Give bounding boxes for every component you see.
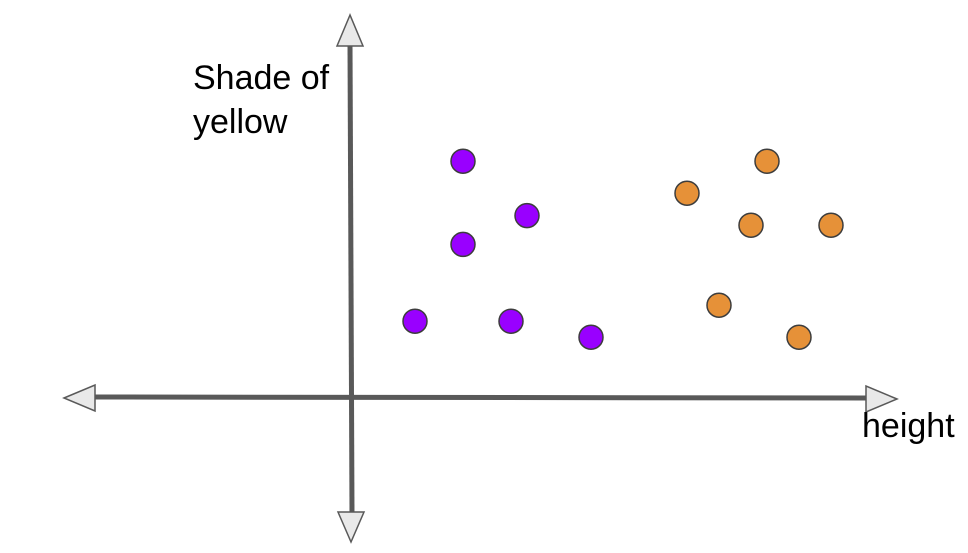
x-axis-line <box>92 394 869 401</box>
data-point <box>402 308 428 334</box>
vertical-axis <box>335 13 366 544</box>
data-point <box>706 292 732 318</box>
data-point <box>578 324 604 350</box>
data-points <box>402 148 844 350</box>
x-axis-right-arrowhead <box>865 384 899 414</box>
data-point <box>818 212 844 238</box>
data-point <box>674 180 700 206</box>
y-axis-top-arrowhead <box>335 13 365 47</box>
data-point <box>754 148 780 174</box>
data-point <box>738 212 764 238</box>
horizontal-axis <box>62 383 899 414</box>
x-axis-label: height <box>862 407 955 445</box>
y-axis-label: Shade of yellow <box>193 59 330 141</box>
data-point <box>450 231 476 258</box>
y-axis-line <box>347 43 355 515</box>
y-axis-label-line-1: Shade of <box>193 59 330 97</box>
x-axis-left-arrowhead <box>62 383 96 413</box>
data-point <box>786 324 812 350</box>
data-point <box>498 308 524 334</box>
y-axis-label-line-2: yellow <box>193 103 288 141</box>
data-point <box>514 202 540 229</box>
data-point <box>450 148 476 174</box>
y-axis-bottom-arrowhead <box>336 511 366 544</box>
